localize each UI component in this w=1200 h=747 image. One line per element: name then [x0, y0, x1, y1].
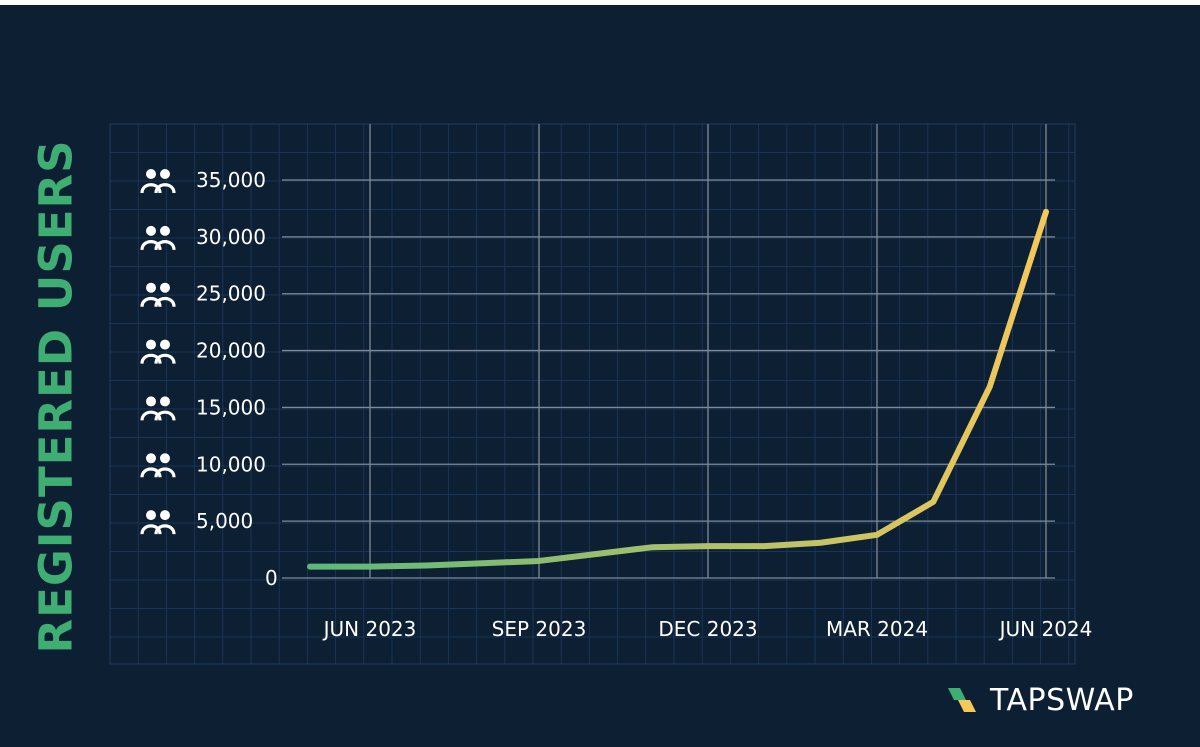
users-icon: [140, 339, 176, 364]
y-tick-label: 15,000: [196, 395, 266, 419]
chart-panel: [0, 5, 1200, 747]
series-layer: [307, 208, 1049, 570]
users-icon: [140, 453, 176, 478]
y-tick-label: 10,000: [196, 452, 266, 476]
users-icon: [140, 510, 176, 535]
y-tick-label: 30,000: [196, 225, 266, 249]
x-tick-label: SEP 2023: [492, 617, 587, 641]
series-line: [307, 208, 1049, 570]
users-icon: [140, 396, 176, 421]
minor-grid: [109, 123, 1076, 665]
x-tick-label: MAR 2024: [826, 617, 928, 641]
x-ticks: JUN 2023 SEP 2023 DEC 2023 MAR 2024 JUN 2024: [322, 617, 1093, 641]
x-tick-label: DEC 2023: [658, 617, 757, 641]
y-tick-label: 25,000: [196, 282, 266, 306]
major-grid: [282, 124, 1055, 579]
brand: TAPSWAP: [944, 680, 1134, 720]
plot-frame: [109, 123, 1076, 665]
y-tick-label: 0: [265, 566, 278, 590]
brand-name: TAPSWAP: [990, 682, 1134, 718]
y-tick-label: 35,000: [196, 168, 266, 192]
users-icon: [140, 282, 176, 308]
users-icon: [140, 169, 176, 194]
y-tick-label: 5,000: [196, 509, 253, 533]
y-tick-label: 20,000: [196, 339, 266, 363]
x-tick-label: JUN 2023: [322, 617, 417, 641]
users-icon: [140, 225, 176, 251]
x-tick-label: JUN 2024: [998, 617, 1093, 641]
y-ticks: 0 5,000 10,000 15,000 20,000 25,000 30,000 35,0…: [140, 168, 278, 590]
tapswap-logo-icon: [948, 688, 976, 712]
